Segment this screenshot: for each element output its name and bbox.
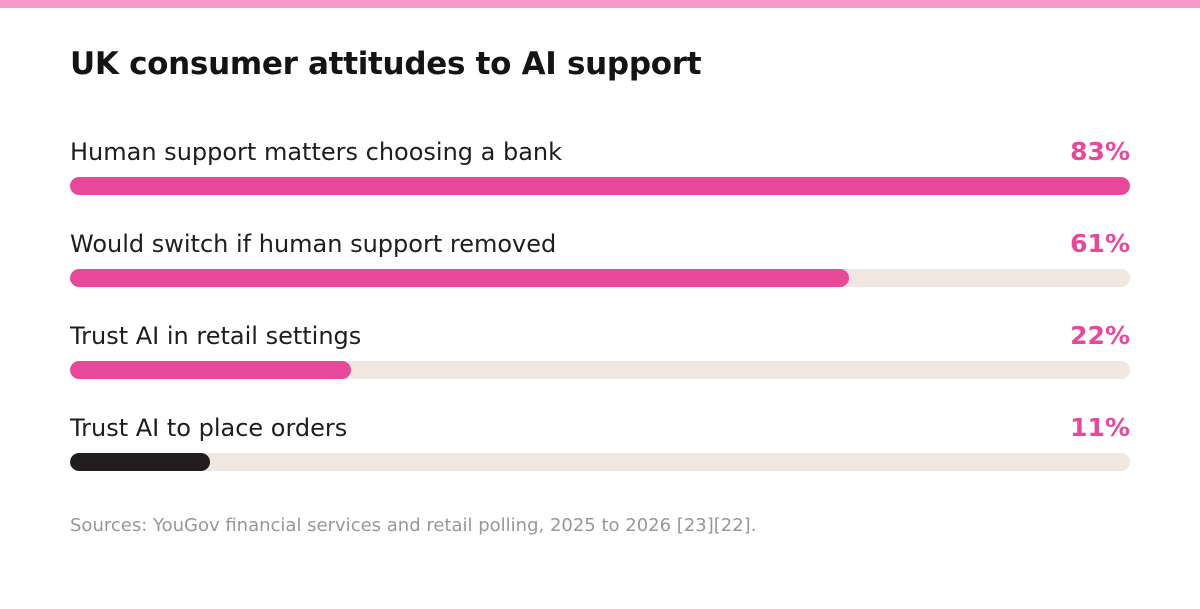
- bar-row: Would switch if human support removed 61%: [70, 229, 1130, 291]
- bar-track: [70, 453, 1130, 471]
- bar-value-label: 61%: [1070, 229, 1130, 258]
- bar-value-label: 83%: [1070, 137, 1130, 166]
- bar-list: Human support matters choosing a bank 83%…: [70, 0, 1130, 609]
- bar-label: Human support matters choosing a bank: [70, 138, 563, 166]
- bar: [70, 269, 849, 287]
- bar-row: Trust AI in retail settings 22%: [70, 321, 1130, 383]
- bar: [70, 453, 210, 471]
- bar-row: Human support matters choosing a bank 83%: [70, 137, 1130, 199]
- chart-title: UK consumer attitudes to AI support: [70, 46, 702, 82]
- bar-label: Would switch if human support removed: [70, 230, 557, 258]
- bar-row: Trust AI to place orders 11%: [70, 413, 1130, 475]
- source-note: Sources: YouGov financial services and r…: [70, 515, 757, 536]
- bar-track: [70, 269, 1130, 287]
- bar-value-label: 22%: [1070, 321, 1130, 350]
- bar: [70, 177, 1130, 195]
- bar-label: Trust AI to place orders: [70, 414, 348, 442]
- bar-label: Trust AI in retail settings: [70, 322, 362, 350]
- bar-track: [70, 361, 1130, 379]
- bar-track: [70, 177, 1130, 195]
- top-accent-stripe: [0, 0, 1200, 8]
- bar: [70, 361, 351, 379]
- bar-value-label: 11%: [1070, 413, 1130, 442]
